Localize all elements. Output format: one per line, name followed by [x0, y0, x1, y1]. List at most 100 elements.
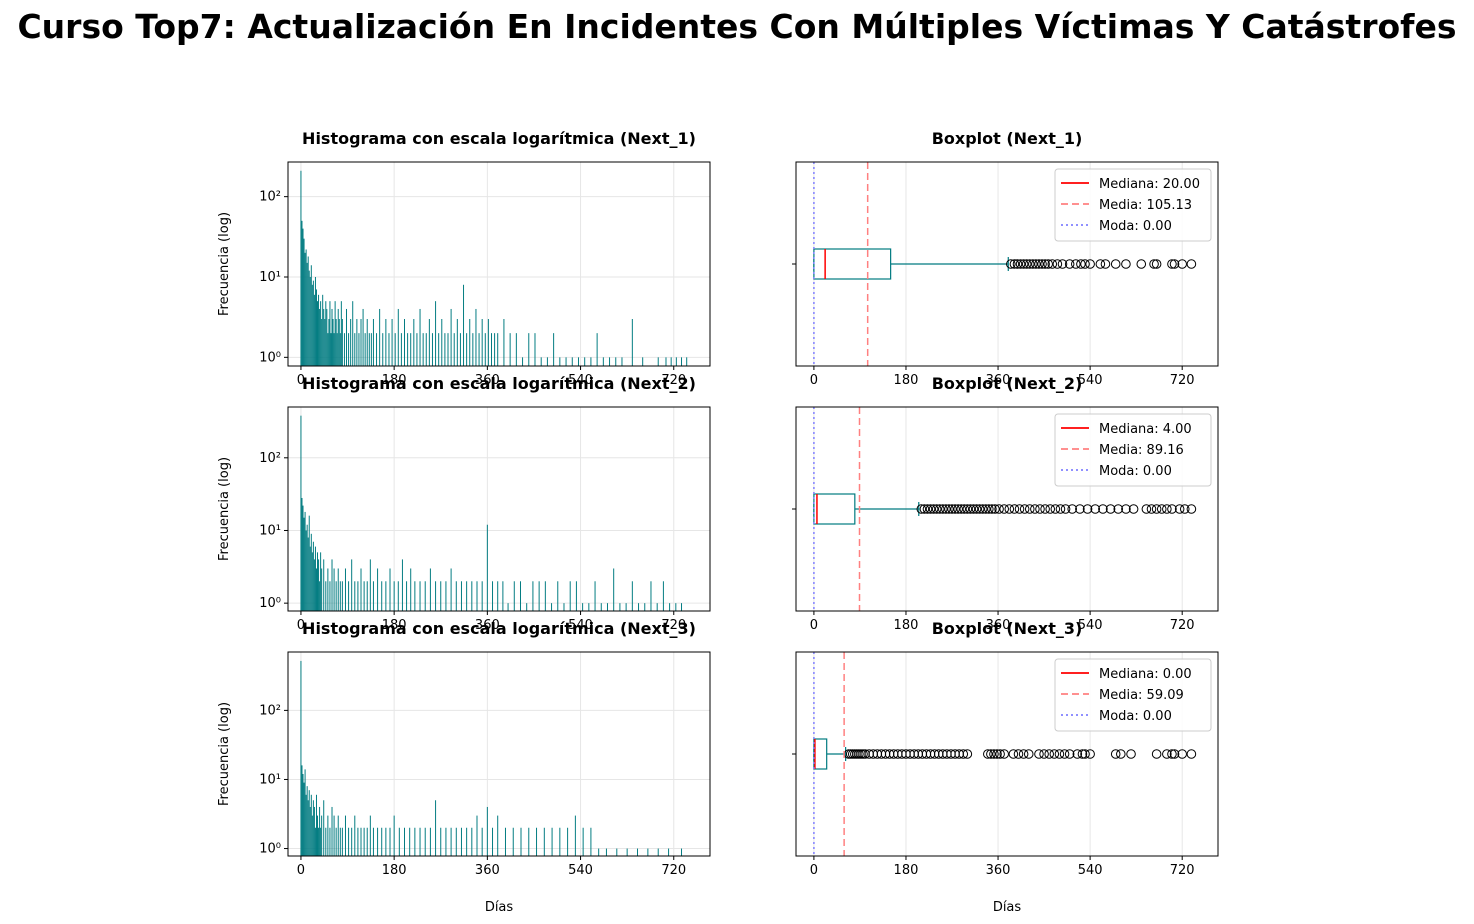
histogram-bar: [372, 319, 374, 366]
histogram-bar: [337, 815, 339, 856]
histogram-bar: [335, 827, 337, 856]
histogram-bar: [389, 827, 391, 856]
histogram-bar: [341, 581, 343, 611]
outlier-point: [1015, 259, 1026, 269]
histogram-bar: [567, 827, 569, 856]
histogram-bar: [463, 284, 465, 366]
outlier-point: [992, 749, 1002, 759]
outlier-point: [931, 504, 942, 514]
outlier-point: [983, 749, 993, 759]
x-axis-label: Días: [485, 900, 514, 915]
histogram-bar: [602, 357, 604, 366]
histogram-bar: [307, 256, 309, 366]
histogram-bar: [314, 827, 316, 856]
panel-title: Histograma con escala logarítmica (Next_…: [302, 129, 696, 148]
x-tick-label: 720: [1170, 373, 1195, 388]
x-tick-label: 180: [894, 863, 919, 878]
panel-title: Boxplot (Next_2): [932, 374, 1083, 393]
panel-title: Histograma con escala logarítmica (Next_…: [302, 619, 696, 638]
outlier-point: [1149, 259, 1159, 269]
histogram-bar: [319, 806, 321, 856]
histogram-bar: [306, 786, 308, 856]
outlier-point: [1050, 504, 1061, 514]
outlier-point: [925, 504, 936, 514]
outlier-point: [958, 749, 969, 759]
histogram-bar: [372, 827, 374, 856]
histogram-bar: [520, 827, 522, 856]
histogram-bar: [440, 827, 442, 856]
outlier-point: [1162, 749, 1172, 759]
histogram-bar: [401, 559, 403, 611]
outlier-point: [1049, 749, 1060, 759]
histogram-bar: [303, 517, 305, 611]
histogram-bar: [320, 552, 322, 611]
histogram-bar: [335, 581, 337, 611]
histogram-bar: [540, 357, 542, 366]
histogram-bar: [626, 848, 628, 856]
histogram-bar: [450, 827, 452, 856]
histogram-bar: [305, 249, 307, 366]
histogram-bar: [644, 603, 646, 611]
outlier-point: [1121, 504, 1131, 514]
histogram-bar: [331, 806, 333, 856]
histogram-bar: [303, 238, 305, 366]
histogram-bar: [582, 827, 584, 856]
outlier-point: [1043, 259, 1053, 269]
histogram-bar: [319, 308, 321, 366]
histogram-bar: [370, 333, 372, 366]
histogram-bar: [313, 559, 315, 611]
x-tick-label: 720: [1170, 863, 1195, 878]
outlier-point: [1121, 259, 1131, 269]
outlier-point: [987, 504, 997, 514]
histogram-bar: [339, 333, 341, 366]
histogram-bar: [366, 581, 368, 611]
histogram-bar: [325, 301, 327, 366]
legend-entry: Media: 105.13: [1099, 198, 1192, 213]
histogram-bar: [675, 603, 677, 611]
outlier-point: [1054, 749, 1065, 759]
histogram-bar: [344, 815, 346, 856]
histogram-bar: [325, 581, 327, 611]
histogram-bar: [419, 581, 421, 611]
histogram-bar: [444, 333, 446, 366]
outlier-point: [956, 504, 967, 514]
legend: Mediana: 20.00 Media: 105.13 Moda: 0.00: [1054, 168, 1212, 242]
outlier-point: [1009, 504, 1020, 514]
histogram-bar: [471, 581, 473, 611]
histogram-bar: [438, 333, 440, 366]
outlier-point: [1004, 504, 1015, 514]
histogram-bar: [360, 319, 362, 366]
outlier-point: [1186, 259, 1197, 269]
histogram-bar: [351, 827, 353, 856]
histogram-bar: [492, 581, 494, 611]
outlier-point: [1045, 504, 1056, 514]
histogram-bar: [303, 782, 305, 856]
histogram-bar: [497, 815, 499, 856]
histogram-bar: [460, 581, 462, 611]
histogram-bar: [318, 294, 320, 366]
outlier-point: [1055, 504, 1066, 514]
y-tick-label: 10⁰: [259, 596, 281, 611]
histogram-bar: [385, 319, 387, 366]
histogram-bar: [600, 603, 602, 611]
histogram-bar: [393, 815, 395, 856]
histogram-bar: [400, 333, 402, 366]
histogram-bar: [348, 827, 350, 856]
outlier-point: [1167, 504, 1177, 514]
histogram-bar: [348, 581, 350, 611]
x-tick-label: 0: [297, 618, 305, 633]
histogram-bar: [441, 319, 443, 366]
histogram-bar: [416, 333, 418, 366]
histogram-bar: [590, 827, 592, 856]
histogram-bar: [428, 319, 430, 366]
histogram-bar: [526, 603, 528, 611]
histogram-bar: [476, 581, 478, 611]
histogram-bar: [619, 603, 621, 611]
histogram-bar: [320, 827, 322, 856]
outlier-point: [1013, 749, 1024, 759]
outlier-point: [1126, 749, 1136, 759]
histogram-bar: [559, 357, 561, 366]
histogram-bar: [369, 559, 371, 611]
histogram-bar: [481, 319, 483, 366]
histogram-bar: [472, 333, 474, 366]
